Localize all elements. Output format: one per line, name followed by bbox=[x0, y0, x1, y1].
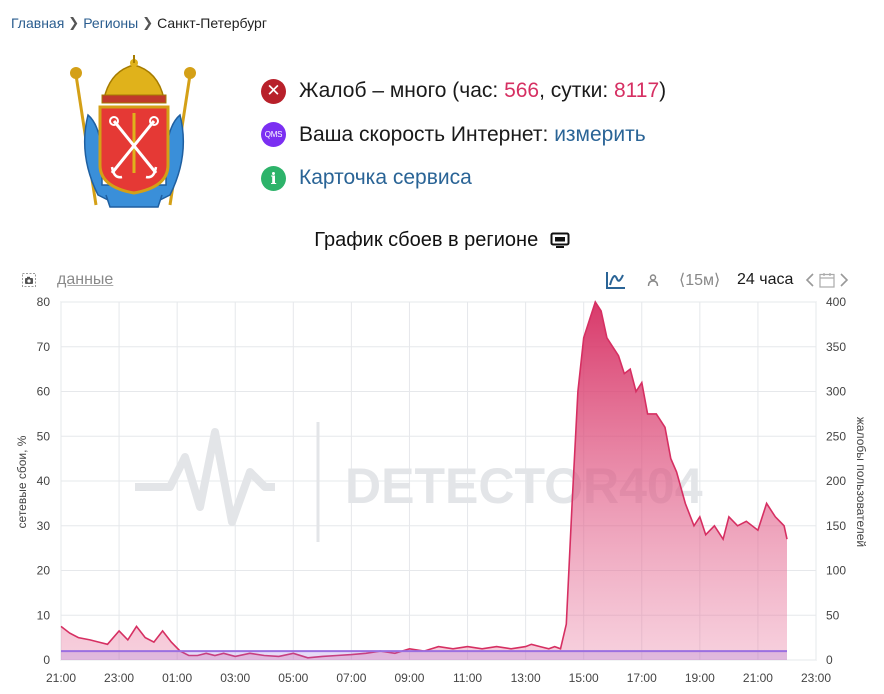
complaints-status: ✕ Жалоб – много (час: 566, сутки: 8117) bbox=[261, 76, 666, 106]
y-tick-label: 50 bbox=[37, 429, 51, 443]
x-tick-label: 17:00 bbox=[627, 671, 657, 685]
y2-tick-label: 100 bbox=[826, 564, 846, 578]
breadcrumb-regions-link[interactable]: Регионы bbox=[83, 15, 139, 31]
y-tick-label: 80 bbox=[37, 295, 51, 309]
x-tick-label: 15:00 bbox=[569, 671, 599, 685]
y2-axis-label: жалобы пользователей bbox=[854, 417, 868, 547]
chevron-right-icon: ❯ bbox=[142, 15, 154, 30]
y2-tick-label: 350 bbox=[826, 340, 846, 354]
x-tick-label: 19:00 bbox=[685, 671, 715, 685]
coat-of-arms-emblem bbox=[70, 55, 196, 208]
x-tick-label: 21:00 bbox=[46, 671, 76, 685]
outage-area bbox=[61, 302, 787, 660]
y-tick-label: 10 bbox=[37, 608, 51, 622]
arrow-left-icon[interactable] bbox=[805, 268, 815, 292]
x-tick-label: 21:00 bbox=[743, 671, 773, 685]
y-tick-label: 70 bbox=[37, 340, 51, 354]
breadcrumb: Главная ❯ Регионы ❯ Санкт-Петербург bbox=[11, 15, 267, 31]
period-label: 24 часа bbox=[737, 271, 794, 288]
y2-tick-label: 150 bbox=[826, 519, 846, 533]
y2-tick-label: 250 bbox=[826, 429, 846, 443]
chevron-right-icon: ❯ bbox=[68, 15, 80, 30]
chart-title: График сбоев в регионе bbox=[0, 229, 884, 252]
calendar-icon[interactable] bbox=[819, 268, 835, 292]
service-card-row: i Карточка сервиса bbox=[261, 163, 666, 193]
service-card-link[interactable]: Карточка сервиса bbox=[299, 166, 472, 189]
chart-title-text: График сбоев в регионе bbox=[314, 229, 539, 251]
x-tick-label: 03:00 bbox=[220, 671, 250, 685]
x-tick-label: 23:00 bbox=[104, 671, 134, 685]
x-tick-label: 13:00 bbox=[511, 671, 541, 685]
y-tick-label: 20 bbox=[37, 564, 51, 578]
complaints-suffix: ) bbox=[659, 79, 667, 102]
qms-icon: QMS bbox=[261, 122, 286, 147]
x-tick-label: 11:00 bbox=[453, 671, 482, 685]
breadcrumb-current: Санкт-Петербург bbox=[157, 15, 267, 31]
x-tick-label: 07:00 bbox=[336, 671, 366, 685]
y-tick-label: 30 bbox=[37, 519, 51, 533]
chart-grid bbox=[60, 301, 817, 661]
y2-tick-label: 50 bbox=[826, 608, 840, 622]
y2-tick-label: 400 bbox=[826, 295, 846, 309]
complaints-day-separator: , сутки: bbox=[539, 79, 614, 102]
breadcrumb-home-link[interactable]: Главная bbox=[11, 15, 65, 31]
x-tick-label: 09:00 bbox=[394, 671, 424, 685]
y-axis-right: 0 50 100 150 200 250 300 350 400 bbox=[826, 295, 846, 667]
y2-tick-label: 0 bbox=[826, 653, 833, 667]
monitor-icon[interactable] bbox=[550, 232, 570, 250]
arrow-right-icon[interactable] bbox=[839, 268, 849, 292]
y2-tick-label: 300 bbox=[826, 385, 846, 399]
chart-mode-icon[interactable] bbox=[606, 268, 626, 292]
speed-label: Ваша скорость Интернет: bbox=[299, 122, 555, 146]
baseline-area bbox=[61, 651, 787, 660]
chart-toolbar: данные ⟨15м⟩ 24 часа bbox=[0, 268, 884, 292]
close-icon: ✕ bbox=[261, 78, 286, 104]
speed-test-link[interactable]: измерить bbox=[554, 122, 646, 146]
complaints-hour-value: 566 bbox=[504, 79, 540, 102]
interval-selector[interactable]: ⟨15м⟩ bbox=[679, 272, 721, 289]
x-axis: 21:00 23:00 01:00 03:00 05:00 07:00 09:00 11:00… bbox=[46, 671, 831, 685]
complaints-prefix: Жалоб – много (час: bbox=[299, 79, 505, 102]
series-group bbox=[60, 300, 788, 660]
y-tick-label: 60 bbox=[37, 385, 51, 399]
complaints-text: Жалоб – много (час: 566, сутки: 8117) bbox=[299, 79, 666, 103]
y-tick-label: 40 bbox=[37, 474, 51, 488]
y-axis-left: 0 10 20 30 40 50 60 70 80 bbox=[37, 295, 51, 667]
y-tick-label: 0 bbox=[43, 653, 50, 667]
speed-test-row: QMS Ваша скорость Интернет: измерить bbox=[261, 120, 666, 150]
status-list: ✕ Жалоб – много (час: 566, сутки: 8117) … bbox=[261, 76, 666, 207]
complaints-day-value: 8117 bbox=[613, 79, 660, 102]
outage-line bbox=[60, 300, 788, 659]
info-icon: i bbox=[261, 165, 286, 191]
y2-tick-label: 200 bbox=[826, 474, 846, 488]
camera-icon[interactable] bbox=[22, 268, 36, 292]
x-tick-label: 23:00 bbox=[801, 671, 831, 685]
x-tick-label: 05:00 bbox=[278, 671, 308, 685]
x-tick-label: 01:00 bbox=[162, 671, 192, 685]
user-icon[interactable] bbox=[646, 268, 660, 292]
data-link[interactable]: данные bbox=[57, 271, 114, 288]
y-axis-label: сетевые сбои, % bbox=[15, 435, 29, 528]
